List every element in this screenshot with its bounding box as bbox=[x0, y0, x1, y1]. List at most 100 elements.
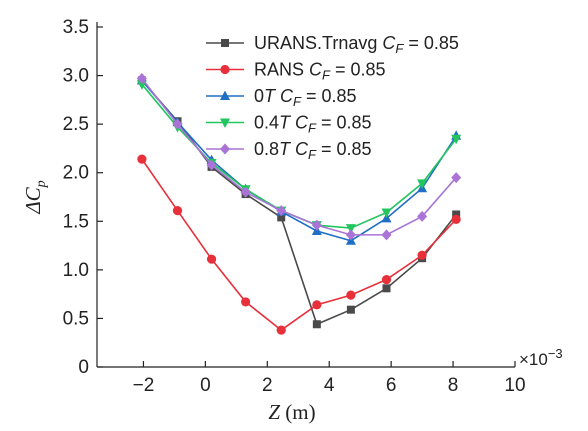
x-axis-unit: (m) bbox=[280, 400, 316, 424]
x-axis-multiplier: ×10−3 bbox=[519, 346, 563, 369]
data-point bbox=[172, 118, 183, 130]
legend-label: 0.8T CF = 0.85 bbox=[254, 139, 372, 162]
data-point bbox=[417, 250, 427, 260]
y-tick-label: 1.0 bbox=[63, 260, 89, 281]
legend-label-name: RANS bbox=[254, 60, 309, 80]
x-tick-label: 2 bbox=[262, 375, 273, 396]
data-point bbox=[451, 134, 462, 145]
data-point bbox=[277, 213, 286, 222]
legend-item: RANS CF = 0.85 bbox=[206, 60, 386, 83]
series-line bbox=[141, 77, 457, 236]
data-point bbox=[346, 290, 356, 300]
legend-label-value: = 0.85 bbox=[403, 33, 459, 53]
y-tick-label: 0.5 bbox=[63, 308, 89, 329]
data-point bbox=[345, 224, 356, 234]
data-point bbox=[451, 214, 461, 224]
y-tick-label: 0 bbox=[78, 357, 89, 378]
y-tick-label: 2.5 bbox=[63, 114, 89, 135]
data-point bbox=[312, 300, 322, 310]
data-point bbox=[312, 320, 321, 329]
legend-label-name: URANS.Trnavg bbox=[254, 33, 382, 53]
y-axis-title: ΔCp bbox=[21, 180, 49, 214]
x-axis-variable: Z bbox=[268, 400, 280, 424]
legend-label-subscript: F bbox=[395, 41, 404, 56]
series-5 bbox=[136, 72, 462, 241]
data-point bbox=[241, 297, 251, 307]
data-point bbox=[381, 208, 392, 219]
data-point bbox=[381, 274, 392, 285]
plot-area bbox=[136, 72, 462, 335]
y-tick-label: 3.0 bbox=[63, 66, 89, 87]
data-point bbox=[206, 254, 217, 264]
legend-label-subscript: F bbox=[293, 94, 302, 109]
legend-label-variable: C bbox=[295, 113, 309, 133]
legend-label-value: = 0.85 bbox=[316, 139, 372, 159]
y-axis-variable: ΔC bbox=[21, 186, 45, 214]
x-axis-multiplier-base: ×10 bbox=[519, 350, 548, 369]
legend-item: 0T CF = 0.85 bbox=[206, 86, 357, 109]
legend-label-number: 0.8 bbox=[254, 139, 279, 159]
x-tick-label: 10 bbox=[504, 375, 525, 396]
series-line bbox=[141, 79, 457, 242]
data-point bbox=[417, 210, 428, 222]
legend-item: URANS.Trnavg CF = 0.85 bbox=[206, 33, 459, 56]
legend-label: RANS CF = 0.85 bbox=[254, 60, 386, 83]
legend-label-number: 0 bbox=[254, 86, 264, 106]
x-axis-multiplier-exponent: −3 bbox=[548, 346, 563, 361]
legend-label-value: = 0.85 bbox=[316, 113, 372, 133]
legend-label: 0T CF = 0.85 bbox=[254, 86, 357, 109]
legend-item: 0.4T CF = 0.85 bbox=[206, 113, 372, 136]
marker-diamond bbox=[220, 143, 230, 155]
data-point bbox=[346, 305, 355, 314]
legend-label-name: T bbox=[279, 113, 295, 133]
data-point bbox=[452, 210, 461, 219]
y-tick-label: 3.5 bbox=[63, 17, 89, 38]
data-point bbox=[276, 325, 286, 335]
y-tick-label: 1.5 bbox=[63, 211, 89, 232]
x-tick-label: 0 bbox=[200, 375, 211, 396]
legend-label-subscript: F bbox=[322, 68, 331, 83]
series-line bbox=[141, 158, 457, 332]
data-point bbox=[451, 172, 462, 184]
y-tick-label: 2.0 bbox=[63, 163, 89, 184]
legend-label-name: T bbox=[264, 86, 280, 106]
data-point bbox=[311, 219, 322, 231]
data-point bbox=[382, 284, 391, 293]
data-point bbox=[136, 72, 147, 84]
x-tick-label: 4 bbox=[324, 375, 335, 396]
legend-label-variable: C bbox=[382, 33, 396, 53]
data-point bbox=[417, 179, 428, 189]
x-axis-title: Z (m) bbox=[268, 400, 315, 424]
marker-triangle-down bbox=[220, 118, 230, 128]
legend-label-value: = 0.85 bbox=[301, 86, 357, 106]
data-point bbox=[137, 154, 147, 164]
legend-label-variable: C bbox=[309, 60, 323, 80]
marker-square bbox=[221, 39, 229, 47]
marker-triangle-up bbox=[220, 90, 230, 100]
legend-label-subscript: F bbox=[308, 121, 317, 136]
legend-label: URANS.Trnavg CF = 0.85 bbox=[254, 33, 459, 56]
legend-item: 0.8T CF = 0.85 bbox=[206, 139, 372, 162]
data-point bbox=[276, 205, 287, 217]
marker-circle bbox=[220, 64, 230, 75]
legend-label-value: = 0.85 bbox=[330, 60, 386, 80]
data-point bbox=[206, 159, 217, 171]
x-tick-label: 6 bbox=[386, 375, 397, 396]
x-tick-label: 8 bbox=[448, 375, 459, 396]
data-point bbox=[345, 229, 356, 241]
series-2 bbox=[137, 154, 461, 335]
axes: 0 0.5 1.0 1.5 2.0 2.5 3.0 3.5 −2 0 2 4 6 8 10 ×10−3 Z (m… bbox=[21, 17, 563, 424]
legend-label-name: T bbox=[279, 139, 295, 159]
data-point bbox=[381, 229, 392, 241]
legend-label-variable: C bbox=[280, 86, 294, 106]
data-point bbox=[240, 186, 251, 198]
y-axis-subscript: p bbox=[34, 180, 49, 188]
data-point bbox=[172, 206, 183, 216]
legend-label-variable: C bbox=[295, 139, 309, 159]
legend-label: 0.4T CF = 0.85 bbox=[254, 113, 372, 136]
legend-label-number: 0.4 bbox=[254, 113, 279, 133]
legend-label-subscript: F bbox=[308, 147, 317, 162]
x-tick-label: −2 bbox=[133, 375, 155, 396]
